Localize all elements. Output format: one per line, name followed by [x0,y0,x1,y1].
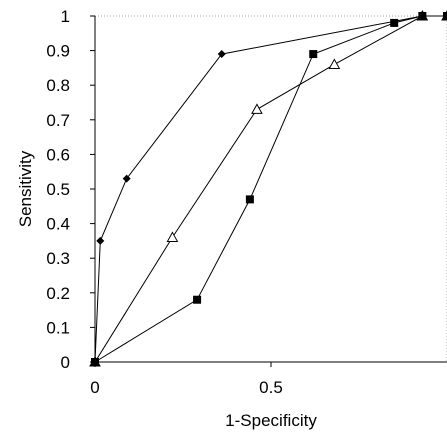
data-point-square [91,358,99,366]
x-tick-label: 0 [90,378,99,397]
y-tick-label: 0 [61,353,70,372]
data-point-square [309,50,318,59]
y-tick-label: 0.5 [46,180,70,199]
data-point-square [390,18,399,27]
x-tick-label: 0.5 [259,378,283,397]
y-axis-title: Sensitivity [16,150,35,227]
y-tick-label: 1 [61,7,70,26]
data-point-diamond [96,236,105,245]
series-triangle-open [89,9,447,367]
y-tick-label: 0.8 [46,76,70,95]
data-point-square [193,295,202,304]
y-tick-label: 0.7 [46,111,70,130]
y-tick-label: 0.1 [46,318,70,337]
series-line [94,15,447,363]
data-point-diamond [122,174,131,183]
data-point-triangle [251,103,263,114]
x-axis-title: 1-Specificity [225,411,317,430]
series-line [94,15,447,363]
y-tick-label: 0.6 [46,145,70,164]
data-point-triangle [328,58,341,69]
y-axis-ticks: 0 0.1 0.2 0.3 0.4 0.5 0.6 0.7 0.8 0.9 1 [46,7,95,372]
y-tick-label: 0.3 [46,249,70,268]
data-point-triangle [166,231,179,242]
y-tick-label: 0.4 [46,215,70,234]
series-layer [89,9,447,367]
series-diamond [91,12,447,366]
series-line [94,15,447,363]
y-tick-label: 0.9 [46,42,70,61]
data-point-diamond [217,50,226,59]
plot-area-border [94,15,447,363]
x-axis-ticks: 0 0.5 [90,362,283,397]
data-point-square [245,195,254,204]
y-tick-label: 0.2 [46,284,70,303]
series-square [91,12,447,366]
data-point-square [418,12,427,20]
data-point-square [443,12,447,20]
